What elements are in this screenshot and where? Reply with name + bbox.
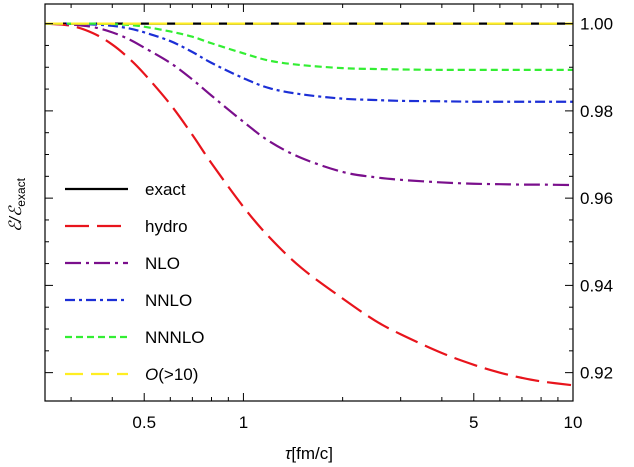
y-tick-label: 0.98 [580, 102, 613, 121]
legend-label: exact [145, 180, 186, 199]
x-tick-label: 10 [564, 413, 583, 432]
ticks-layer: 0.5 1 5 10 0.92 0.94 0.96 0.98 1.00 [45, 4, 613, 432]
x-axis-label: τ[fm/c] [285, 444, 333, 463]
legend-label: O(>10) [145, 365, 198, 384]
legend-item: O(>10) [65, 365, 198, 384]
legend-label-name: NNLO [145, 291, 192, 310]
series-line-nnnlo [45, 22, 573, 72]
legend-label: NNLO [145, 291, 192, 310]
legend-label-suffix: (>10) [158, 365, 198, 384]
x-tick-label: 5 [469, 413, 478, 432]
x-tick-label: 1 [239, 413, 248, 432]
legend-label-name: O [145, 365, 158, 384]
legend: exact hydro NLO NNLO NNNLO O(>10) [65, 180, 205, 384]
y-tick-label: 1.00 [580, 15, 613, 34]
series-line-hydro [44, 22, 574, 387]
x-tick-label: 0.5 [132, 413, 156, 432]
x-axis-label-symbol: τ [285, 444, 293, 463]
legend-item: hydro [65, 217, 188, 236]
legend-item: NLO [65, 254, 180, 273]
y-axis-label-main: ℰ/ℰ [6, 205, 25, 232]
y-tick-label: 0.92 [580, 364, 613, 383]
legend-item: NNNLO [65, 328, 205, 347]
series-layer [44, 22, 574, 387]
series-line-nlo [44, 22, 574, 187]
legend-label: hydro [145, 217, 188, 236]
legend-label-name: hydro [145, 217, 188, 236]
legend-label: NLO [145, 254, 180, 273]
y-axis-label-sub: exact [14, 177, 28, 206]
series-line-nnlo [44, 22, 573, 103]
legend-label: NNNLO [145, 328, 205, 347]
plot-frame [44, 3, 574, 402]
legend-label-name: NNNLO [145, 328, 205, 347]
legend-item: exact [65, 180, 186, 199]
legend-label-name: NLO [145, 254, 180, 273]
y-tick-label: 0.94 [580, 276, 613, 295]
y-axis-label: ℰ/ℰexact [6, 177, 28, 232]
x-axis-label-unit: [fm/c] [291, 444, 333, 463]
legend-item: NNLO [65, 291, 192, 310]
y-tick-label: 0.96 [580, 189, 613, 208]
legend-label-name: exact [145, 180, 186, 199]
